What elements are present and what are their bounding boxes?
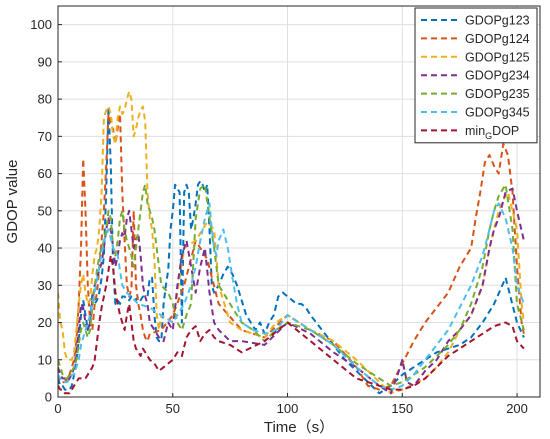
legend-label-tail: DOP bbox=[492, 124, 519, 138]
y-tick-label: 60 bbox=[38, 166, 52, 181]
y-tick-label: 0 bbox=[45, 390, 52, 405]
series-line-6 bbox=[58, 202, 525, 391]
y-axis-title: GDOP value bbox=[4, 160, 21, 244]
legend-label: minGDOP bbox=[465, 124, 519, 141]
x-tick-label: 0 bbox=[54, 401, 61, 416]
series-line-2 bbox=[58, 113, 525, 391]
y-tick-label: 10 bbox=[38, 352, 52, 367]
x-tick-label: 100 bbox=[277, 401, 299, 416]
legend-label-main: min bbox=[465, 124, 485, 138]
legend-label: GDOPg125 bbox=[465, 50, 530, 64]
legend: GDOPg123 GDOPg124 GDOPg125 GDOPg234 GDOPg235… bbox=[414, 7, 538, 144]
y-tick-label: 50 bbox=[38, 203, 52, 218]
y-tick-label: 20 bbox=[38, 315, 52, 330]
legend-label: GDOPg345 bbox=[465, 106, 530, 120]
tick-labels: 0 50 100 150 200 0 10 20 30 40 50 60 70 80 90 100 bbox=[30, 17, 528, 416]
x-tick-label: 150 bbox=[391, 401, 413, 416]
series-line-1 bbox=[58, 105, 525, 395]
series-line-5 bbox=[58, 183, 525, 387]
x-axis-title: Time（s） bbox=[264, 419, 334, 436]
y-tick-label: 40 bbox=[38, 241, 52, 256]
series-line-4 bbox=[58, 187, 525, 395]
y-tick-label: 70 bbox=[38, 129, 52, 144]
legend-label: GDOPg234 bbox=[465, 69, 530, 83]
y-tick-label: 90 bbox=[38, 54, 52, 69]
legend-label-subscript: G bbox=[485, 131, 492, 141]
series-lines bbox=[58, 90, 525, 395]
legend-label: GDOPg124 bbox=[465, 32, 530, 46]
y-tick-label: 80 bbox=[38, 92, 52, 107]
y-tick-label: 30 bbox=[38, 278, 52, 293]
plot-frame bbox=[57, 5, 541, 398]
x-tick-label: 50 bbox=[166, 401, 180, 416]
series-line-7 bbox=[58, 254, 525, 395]
y-tick-label: 100 bbox=[30, 17, 52, 32]
legend-label: GDOPg235 bbox=[465, 87, 530, 101]
legend-label: GDOPg123 bbox=[465, 14, 530, 28]
x-tick-label: 200 bbox=[506, 401, 528, 416]
